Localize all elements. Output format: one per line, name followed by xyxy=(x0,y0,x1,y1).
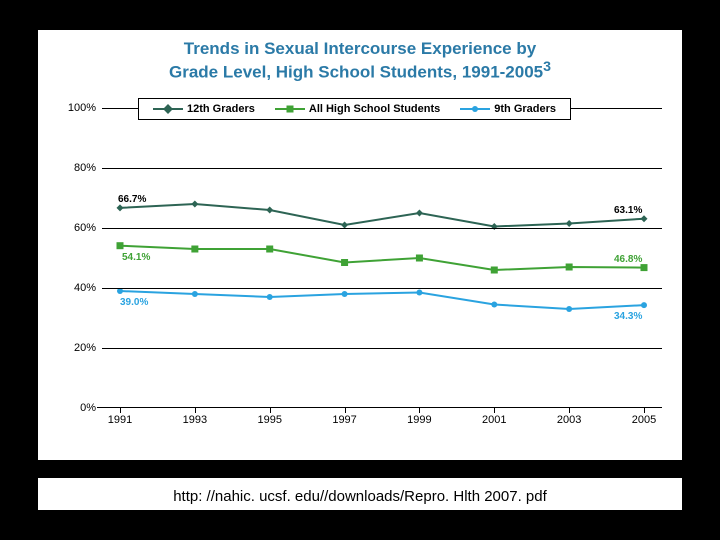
series-lines xyxy=(102,108,662,408)
data-marker xyxy=(341,259,348,266)
y-tick-label: 0% xyxy=(80,402,102,414)
x-tick-label: 1991 xyxy=(108,408,132,426)
data-marker xyxy=(641,215,648,222)
chart-panel: Trends in Sexual Intercourse Experience … xyxy=(38,30,682,460)
chart-title-line2: Grade Level, High School Students, 1991-… xyxy=(169,63,543,82)
x-tick-label: 1999 xyxy=(407,408,431,426)
legend-swatch-line xyxy=(153,108,183,110)
legend-label: All High School Students xyxy=(309,103,440,115)
data-marker xyxy=(192,291,198,297)
y-tick-label: 80% xyxy=(74,162,102,174)
data-marker xyxy=(342,291,348,297)
data-marker xyxy=(491,267,498,274)
legend-swatch-marker xyxy=(472,106,478,112)
chart-title-line1: Trends in Sexual Intercourse Experience … xyxy=(184,39,536,58)
legend-item: All High School Students xyxy=(275,103,440,115)
y-tick-label: 100% xyxy=(68,102,102,114)
data-marker xyxy=(416,290,422,296)
data-label: 66.7% xyxy=(118,194,146,205)
legend-swatch-line xyxy=(275,108,305,110)
data-label: 46.8% xyxy=(614,254,642,265)
legend-item: 12th Graders xyxy=(153,103,255,115)
data-marker xyxy=(416,210,423,217)
data-label: 39.0% xyxy=(120,297,148,308)
data-marker xyxy=(566,220,573,227)
gridline xyxy=(102,228,662,229)
y-tick-label: 20% xyxy=(74,342,102,354)
data-marker xyxy=(566,264,573,271)
data-label: 63.1% xyxy=(614,205,642,216)
x-tick-label: 1993 xyxy=(183,408,207,426)
legend-label: 9th Graders xyxy=(494,103,556,115)
legend-label: 12th Graders xyxy=(187,103,255,115)
chart-title: Trends in Sexual Intercourse Experience … xyxy=(38,30,682,83)
legend-swatch-line xyxy=(460,108,490,110)
data-label: 54.1% xyxy=(122,252,150,263)
gridline xyxy=(102,168,662,169)
x-tick-label: 1997 xyxy=(332,408,356,426)
data-marker xyxy=(266,207,273,214)
x-tick-label: 2001 xyxy=(482,408,506,426)
data-marker xyxy=(117,242,124,249)
data-marker xyxy=(191,201,198,208)
data-marker xyxy=(267,294,273,300)
series-line xyxy=(120,204,644,227)
footer-text: http: //nahic. ucsf. edu//downloads/Repr… xyxy=(0,488,720,505)
y-tick-label: 40% xyxy=(74,282,102,294)
legend-swatch-marker xyxy=(165,106,172,113)
chart-title-sup: 3 xyxy=(543,59,551,75)
data-marker xyxy=(416,255,423,262)
gridline xyxy=(102,288,662,289)
series-line xyxy=(120,246,644,270)
plot-area: 0%20%40%60%80%100%1991199319951997199920… xyxy=(102,108,662,408)
data-marker xyxy=(566,306,572,312)
x-tick-label: 2005 xyxy=(632,408,656,426)
data-marker xyxy=(641,302,647,308)
legend-swatch-marker xyxy=(286,106,293,113)
legend-item: 9th Graders xyxy=(460,103,556,115)
data-marker xyxy=(191,246,198,253)
data-label: 34.3% xyxy=(614,311,642,322)
data-marker xyxy=(641,264,648,271)
y-tick-label: 60% xyxy=(74,222,102,234)
series-line xyxy=(120,291,644,309)
data-marker xyxy=(266,246,273,253)
legend: 12th Graders All High School Students 9th … xyxy=(138,98,571,120)
data-marker xyxy=(117,204,124,211)
x-tick-label: 2003 xyxy=(557,408,581,426)
data-marker xyxy=(491,302,497,308)
x-tick-label: 1995 xyxy=(257,408,281,426)
gridline xyxy=(102,348,662,349)
